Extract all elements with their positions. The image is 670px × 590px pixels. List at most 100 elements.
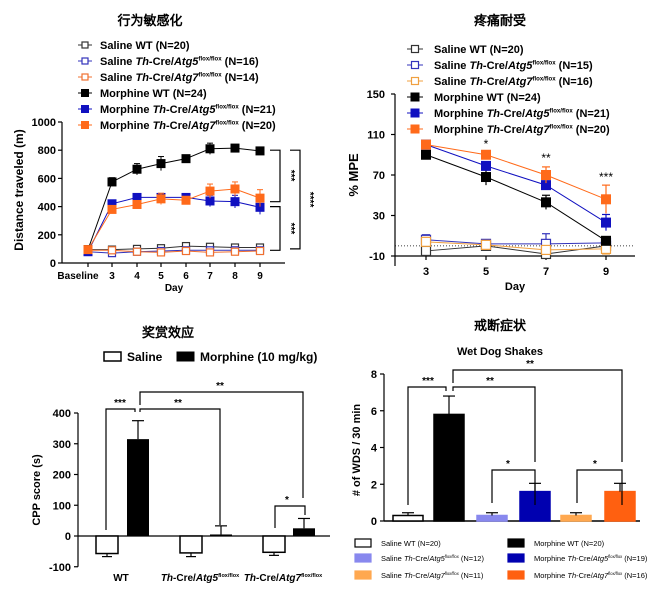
withdrawal-y-tick-label: 0 [371,516,377,528]
locomotor-point [156,159,166,169]
locomotor-series-line [88,249,261,253]
cpp-title: 奖赏效应 [142,325,194,340]
locomotor-point [107,246,117,255]
withdrawal-bracket-label: * [506,459,510,470]
tolerance-legend-label: Morphine WT (N=24) [434,92,541,104]
locomotor-point [255,146,265,156]
tolerance-legend-marker [410,124,420,134]
withdrawal-legend-label-n: (N=11) [459,571,484,580]
cpp-group-label-sup: flox/flox [218,573,240,579]
locomotor-ylabel: Distance traveled (m) [12,129,26,250]
cpp-group-label-sup: flox/flox [301,573,323,579]
locomotor-point [205,144,215,154]
locomotor-point [230,143,240,153]
cpp-bar-morphine [127,439,149,536]
locomotor-legend-label-sup: flox/flox [216,105,240,111]
withdrawal-legend-label-sup: flox/flox [608,571,623,576]
cpp-group-label-part: Atg7 [278,573,302,584]
withdrawal-legend-label-part: -Cre/ [413,554,431,563]
cpp-group-label-part: Th [161,573,173,584]
withdrawal-legend-swatch [507,553,525,563]
locomotor-point [255,193,265,203]
withdrawal-legend-label-sup: flox/flox [445,554,460,559]
locomotor-legend-label-part: Th [153,104,167,116]
tolerance-legend-label-part: Th [469,76,483,88]
locomotor-legend-label-n: (N=14) [222,72,259,84]
cpp-y-tick-label: -100 [49,562,71,574]
locomotor-point [132,199,142,209]
cpp-group-label: WT [113,573,129,584]
locomotor-x-tick-label: 5 [158,271,164,282]
locomotor-bracket [290,149,301,250]
locomotor-point [156,194,166,204]
tolerance-point [421,149,431,160]
cpp-legend-morphine-label: Morphine (10 mg/kg) [200,350,317,364]
tolerance-significance: *** [599,170,613,184]
withdrawal-legend-label: Saline WT (N=20) [381,539,441,548]
tolerance-ylabel: % MPE [346,153,361,197]
locomotor-legend-label: Morphine WT (N=24) [100,88,207,100]
locomotor-series-line [87,249,260,254]
tolerance-legend-label-part: -Cre/ [500,124,525,136]
cpp-bar-morphine [293,528,315,536]
cpp-ylabel: CPP score (s) [31,454,43,526]
locomotor-legend-label-sup: flox/flox [216,121,240,127]
tolerance-point [601,217,611,228]
locomotor-legend-marker [81,105,89,113]
locomotor-legend-marker [81,41,89,49]
withdrawal-subtitle: Wet Dog Shakes [457,346,543,358]
tolerance-legend-label-part: Morphine WT [434,92,504,104]
locomotor-legend-marker [81,73,89,81]
tolerance-legend-label-sup: flox/flox [532,77,556,83]
tolerance-legend-label-n: (N=15) [556,60,593,72]
locomotor-legend-label: Saline WT (N=20) [100,40,190,52]
locomotor-legend-label-sup: flox/flox [198,73,222,79]
locomotor-x-tick-label: 3 [109,271,115,282]
locomotor-legend-label-sup: flox/flox [198,57,222,63]
locomotor-legend-label-part: Atg5 [173,56,199,68]
withdrawal-bar [560,514,592,522]
tolerance-legend-marker [410,108,420,118]
locomotor-legend-label-part: Saline [100,72,135,84]
withdrawal-legend-label-part: Atg5 [428,554,445,563]
locomotor-point [156,248,166,257]
tolerance-legend-label-part: Th [469,60,483,72]
tolerance-x-tick-label: 7 [543,266,549,278]
withdrawal-legend-label-n: (N=20) [579,539,605,548]
cpp-bracket-label: ** [174,398,182,409]
tolerance-legend-label-n: (N=24) [504,92,541,104]
locomotor-legend-label-part: -Cre/ [149,72,174,84]
locomotor-point [230,184,240,194]
cpp-y-tick-label: 100 [53,500,71,512]
withdrawal-legend-label-part: Saline [381,554,404,563]
locomotor-legend-label-part: Morphine WT [100,88,170,100]
tolerance-point [601,194,611,205]
tolerance-legend-label: Saline WT (N=20) [434,44,524,56]
withdrawal-legend-label-part: -Cre/ [576,571,594,580]
withdrawal-legend-label: Morphine WT (N=20) [534,539,605,548]
withdrawal-bar [392,514,424,522]
locomotor-legend-marker [81,57,89,65]
tolerance-legend-label-part: -Cre/ [483,60,508,72]
locomotor-legend-label-part: Morphine [100,120,153,132]
cpp-bar-saline [95,535,119,555]
tolerance-legend-marker [410,44,420,54]
withdrawal-legend-label: Morphine Th-Cre/Atg5flox/flox (N=19) [534,554,648,563]
tolerance-xlabel: Day [505,281,526,293]
locomotor-legend-label-n: (N=20) [153,40,190,52]
locomotor-bracket-label: **** [304,192,315,208]
locomotor-legend-label: Saline Th-Cre/Atg7flox/flox (N=14) [100,72,259,84]
tolerance-point [421,139,431,150]
locomotor-point [83,245,93,255]
locomotor-point [205,196,215,206]
tolerance-legend-label-part: -Cre/ [500,108,525,120]
cpp-group-label: Th-Cre/Atg7flox/flox [244,573,323,584]
locomotor-point [132,164,142,174]
locomotor-x-tick-label: 4 [134,271,140,282]
withdrawal-legend-label-part: Atg7 [592,571,609,580]
tolerance-point [481,160,491,171]
locomotor-bracket-label: *** [285,223,296,235]
cpp-legend-morphine-swatch [176,351,195,362]
cpp-bracket-label: *** [114,398,126,409]
